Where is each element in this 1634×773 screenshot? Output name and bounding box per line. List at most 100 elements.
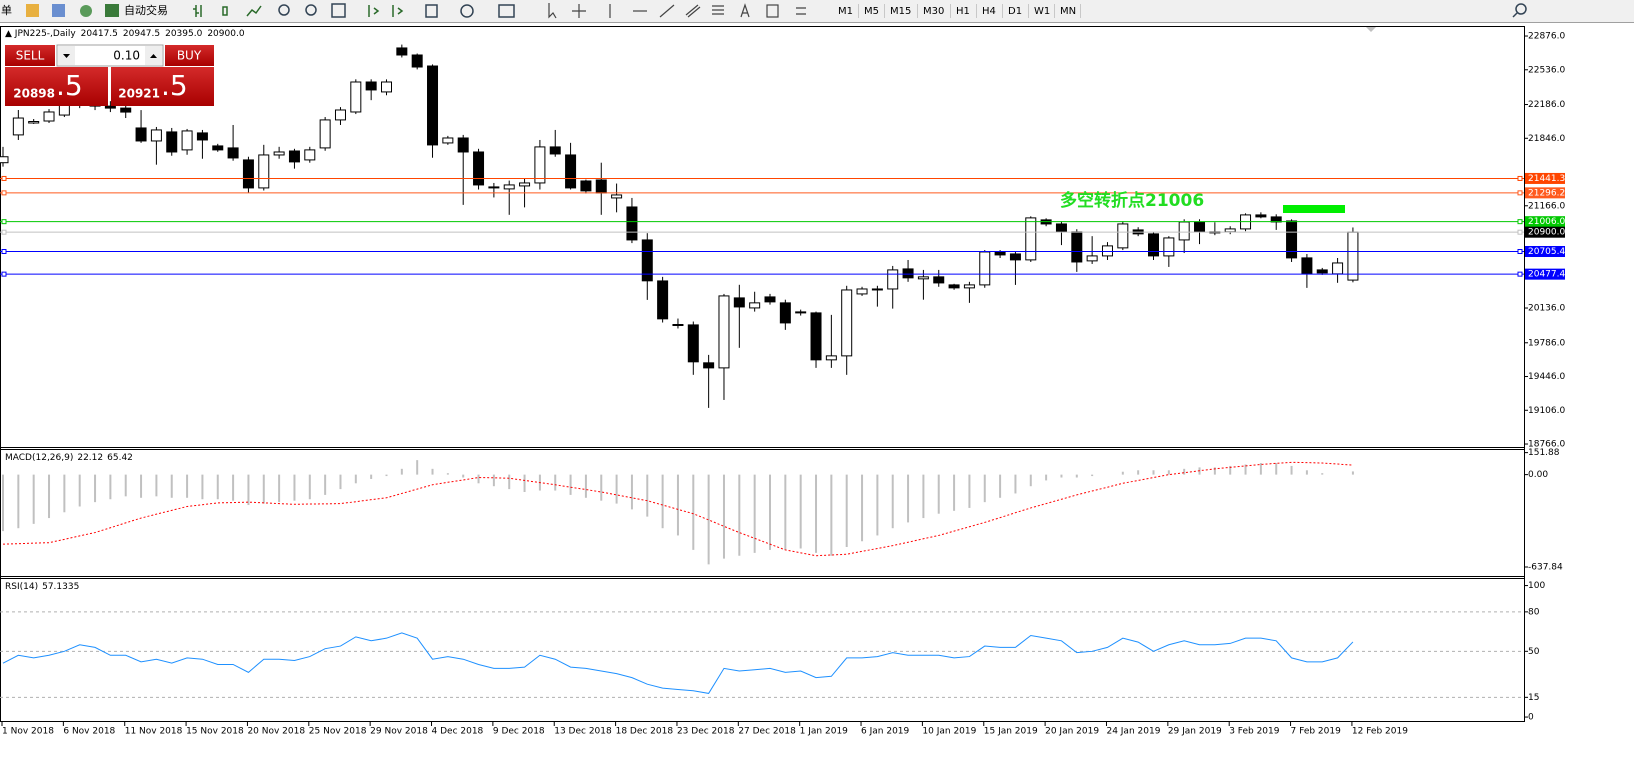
icon[interactable] [368,5,380,17]
autotrade-button[interactable]: 自动交易 [124,3,168,17]
candle-body [28,121,40,124]
timeframe-button[interactable]: M30 [923,6,944,17]
icon[interactable] [52,4,65,17]
icon[interactable] [246,5,262,17]
candle-body [1025,217,1037,261]
candle-body [841,289,853,357]
price-panel: 22876.0 22536.0 22186.0 21846.0 21166.0 20136… [0,32,1565,737]
menu-item[interactable]: 单 [1,4,12,17]
candle-body [1055,223,1067,233]
ohlc-value: 20417.5 [81,29,118,39]
candle-body [350,81,362,113]
buy-label[interactable]: BUY [177,49,202,63]
sell-price-box[interactable] [5,67,108,106]
candle-body [365,81,377,91]
candle-body [963,284,975,289]
level-label: 20705.4 [1528,247,1565,257]
candle-body [779,302,791,324]
lot-field[interactable] [56,44,164,67]
icon[interactable] [659,4,675,18]
candle-body [196,132,208,141]
level-label-box [1525,216,1565,228]
candle-body [1255,214,1267,218]
timeframe-button[interactable]: M1 [838,6,853,17]
timeframe-button[interactable]: W1 [1034,6,1050,17]
level-handle [1517,229,1523,235]
x-tick-label: 3 Feb 2019 [1229,727,1280,737]
icon[interactable] [80,5,92,17]
level-label: 20900.0 [1528,228,1565,238]
lot-up-arrow [150,54,157,58]
candle-body [917,276,929,280]
candle-body [703,362,715,369]
candle-body [1117,223,1129,249]
lot-value[interactable]: 0.10 [113,49,140,63]
autotrade-icon[interactable] [105,4,119,17]
icon[interactable] [392,5,404,17]
icon[interactable] [278,4,290,16]
indicator-name: MACD(12,26,9) [5,453,73,463]
candle-body [1071,231,1083,263]
y-tick-label: -637.84 [1528,562,1563,572]
icon[interactable] [685,4,701,18]
ohlc-value: 20395.0 [165,29,202,39]
buy-price-frac: .5 [161,69,188,102]
chart-tools [193,3,515,18]
x-tick-label: 15 Jan 2019 [984,727,1038,737]
icon[interactable] [796,7,806,15]
candle-body [580,180,592,192]
candle-body [795,311,807,314]
candle-body [626,206,638,241]
candle-body [166,131,178,153]
icon[interactable] [572,4,586,18]
ohlc-value: 20900.0 [207,29,244,39]
icon[interactable] [222,6,228,16]
timeframe-button[interactable]: M15 [890,6,911,17]
level-label: 21006.0 [1528,217,1565,227]
sell-button[interactable] [5,45,55,66]
candle-body [473,151,485,186]
buy-price-box[interactable] [111,67,214,106]
candle-body [994,251,1006,256]
icon[interactable] [305,4,317,16]
x-tick-label: 29 Nov 2018 [370,727,428,737]
rsi-line [2,632,1354,694]
candle-body [1178,221,1190,241]
timeframe-button[interactable]: D1 [1008,6,1022,17]
sell-label[interactable]: SELL [16,49,45,63]
candle-body [12,117,24,136]
icon[interactable] [425,4,438,18]
candle-body [810,312,822,361]
candle-body [534,146,546,184]
icon[interactable] [548,3,557,19]
level-handle [1,229,7,235]
candle-body [304,149,316,161]
icon[interactable] [26,4,39,17]
icon[interactable] [193,5,202,17]
x-tick-label: 7 Feb 2019 [1291,727,1342,737]
icon[interactable] [498,4,515,18]
candle-body [902,268,914,279]
icon[interactable] [331,3,346,18]
candle-body [58,104,70,116]
timeframe-button[interactable]: MN [1060,6,1076,17]
candle-body [442,137,454,144]
indicator-name: RSI(14) [5,582,38,592]
timeframe-button[interactable]: H1 [956,6,970,17]
buy-price: 20921 [118,87,160,101]
icon[interactable] [460,4,474,18]
candle-body [687,324,699,363]
timeframe-button[interactable]: M5 [864,6,879,17]
icon[interactable] [766,4,779,18]
search-icon[interactable] [1515,3,1527,15]
candle-body [242,159,254,189]
level-label: 21441.3 [1528,174,1565,184]
y-tick-label: 0.00 [1528,470,1548,480]
icon[interactable] [712,5,724,15]
buy-button[interactable] [165,45,214,66]
timeframe-button[interactable]: H4 [982,6,996,17]
candle-body [1347,231,1359,281]
icon[interactable] [740,3,750,18]
timeframe-buttons: M1 M5 M15 M30 H1 H4 D1 W1 MN [838,4,1081,18]
chart-frame [0,26,1525,722]
